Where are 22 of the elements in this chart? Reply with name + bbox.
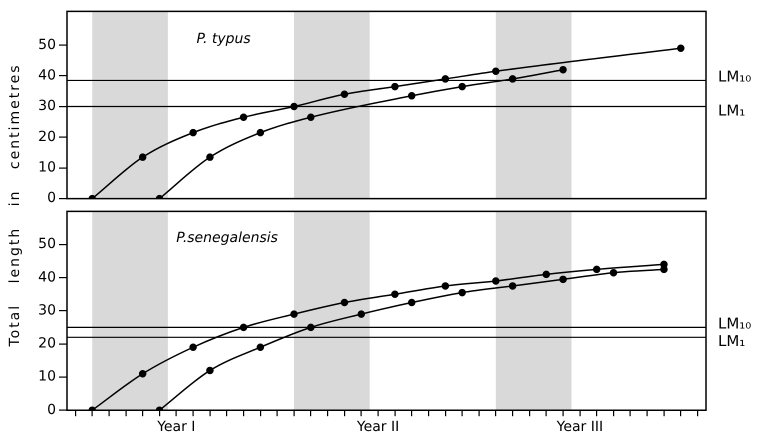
y-tick-label: 30 [38, 302, 56, 318]
y-tick-label: 10 [38, 160, 56, 176]
y-axis-title: Total length in centimetres [7, 63, 23, 347]
x-tick-label: Year III [556, 419, 604, 436]
y-tick-label: 20 [38, 128, 56, 145]
y-tick-label: 20 [38, 336, 56, 352]
y-tick-label: 30 [38, 98, 56, 114]
text: P.senegalensis [176, 230, 278, 246]
y-tick-label: 0 [47, 190, 56, 206]
ref-line-label: LM₁₀ [718, 314, 752, 332]
text: P. typus [196, 31, 251, 48]
y-tick-label: 10 [38, 368, 56, 385]
y-tick-label: 50 [38, 36, 56, 53]
y-tick-label: 50 [38, 236, 56, 252]
ref-line-label: LM₁ [718, 332, 746, 350]
y-tick-label: 40 [38, 67, 56, 84]
x-tick-label: Year I [156, 419, 196, 436]
x-tick-label: Year II [356, 419, 400, 436]
ref-line-label: LM₁ [718, 101, 746, 120]
y-tick-label: 0 [47, 402, 56, 418]
y-tick-label: 40 [38, 269, 56, 286]
ref-line-label: LM₁₀ [718, 67, 752, 86]
